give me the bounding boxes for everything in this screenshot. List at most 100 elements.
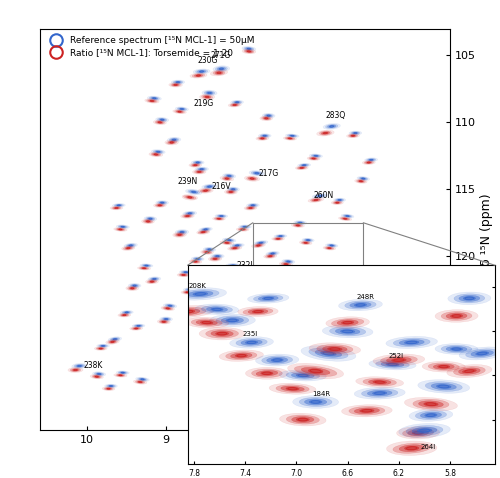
Ellipse shape [179, 273, 188, 276]
Ellipse shape [333, 201, 342, 204]
Ellipse shape [300, 167, 304, 168]
Ellipse shape [336, 328, 360, 335]
Ellipse shape [138, 266, 150, 270]
Ellipse shape [228, 300, 241, 304]
Ellipse shape [190, 163, 200, 167]
Ellipse shape [164, 307, 171, 309]
Ellipse shape [192, 74, 205, 77]
Ellipse shape [216, 66, 228, 71]
Ellipse shape [162, 321, 166, 323]
Ellipse shape [342, 321, 354, 324]
Ellipse shape [136, 325, 142, 326]
Ellipse shape [191, 191, 196, 193]
Ellipse shape [279, 294, 285, 296]
Ellipse shape [140, 379, 144, 380]
Ellipse shape [186, 289, 193, 291]
Ellipse shape [357, 176, 370, 181]
Ellipse shape [268, 256, 272, 257]
Ellipse shape [90, 374, 104, 379]
Ellipse shape [225, 178, 229, 179]
Ellipse shape [175, 229, 189, 235]
Ellipse shape [114, 373, 127, 377]
Ellipse shape [344, 215, 350, 217]
Ellipse shape [250, 178, 254, 179]
Ellipse shape [209, 298, 213, 300]
Ellipse shape [248, 293, 289, 304]
Ellipse shape [386, 357, 411, 363]
Ellipse shape [296, 418, 310, 422]
Ellipse shape [222, 174, 236, 178]
Ellipse shape [228, 264, 238, 267]
Ellipse shape [434, 364, 454, 369]
Ellipse shape [150, 281, 154, 282]
Ellipse shape [148, 218, 152, 219]
Ellipse shape [194, 258, 201, 260]
Ellipse shape [206, 91, 214, 94]
Ellipse shape [224, 177, 230, 180]
Ellipse shape [372, 391, 387, 395]
Ellipse shape [160, 317, 172, 321]
Ellipse shape [252, 310, 264, 313]
Legend: Reference spectrum [¹⁵N MCL-1] = 50μM, Ratio [¹⁵N MCL-1]: Torsemide = 1:20: Reference spectrum [¹⁵N MCL-1] = 50μM, R… [44, 33, 257, 60]
Ellipse shape [254, 303, 268, 308]
Ellipse shape [312, 194, 328, 198]
Ellipse shape [154, 203, 166, 207]
Ellipse shape [183, 211, 197, 216]
Ellipse shape [386, 441, 437, 456]
Ellipse shape [160, 202, 164, 203]
Ellipse shape [212, 296, 216, 297]
Ellipse shape [120, 226, 126, 228]
Ellipse shape [193, 69, 210, 74]
Ellipse shape [228, 187, 238, 191]
Ellipse shape [224, 174, 234, 178]
Ellipse shape [329, 125, 334, 127]
Ellipse shape [198, 315, 205, 317]
Ellipse shape [155, 151, 162, 153]
Ellipse shape [186, 189, 202, 195]
Ellipse shape [328, 347, 342, 351]
Ellipse shape [289, 317, 299, 321]
Ellipse shape [216, 316, 249, 325]
Ellipse shape [270, 301, 283, 305]
Ellipse shape [222, 238, 236, 242]
Ellipse shape [182, 274, 186, 275]
Ellipse shape [366, 162, 371, 163]
Ellipse shape [249, 171, 264, 176]
Ellipse shape [112, 206, 121, 209]
Ellipse shape [110, 341, 114, 343]
Ellipse shape [125, 247, 132, 250]
Ellipse shape [227, 269, 232, 270]
Ellipse shape [200, 315, 204, 317]
Ellipse shape [236, 228, 249, 231]
Ellipse shape [232, 301, 237, 303]
Ellipse shape [408, 430, 428, 436]
Ellipse shape [167, 137, 181, 142]
Ellipse shape [118, 375, 122, 376]
Ellipse shape [278, 290, 291, 294]
Ellipse shape [260, 138, 264, 139]
Ellipse shape [398, 424, 450, 438]
Ellipse shape [158, 205, 162, 206]
Ellipse shape [264, 254, 277, 259]
Ellipse shape [196, 171, 202, 173]
Ellipse shape [368, 159, 374, 161]
Ellipse shape [269, 252, 276, 255]
Ellipse shape [162, 307, 172, 310]
Ellipse shape [235, 298, 240, 300]
Ellipse shape [94, 376, 100, 378]
Ellipse shape [173, 109, 186, 114]
Ellipse shape [393, 443, 430, 453]
Ellipse shape [315, 333, 328, 337]
Ellipse shape [148, 281, 155, 283]
Ellipse shape [120, 226, 125, 228]
Ellipse shape [322, 272, 328, 273]
Ellipse shape [435, 310, 478, 322]
Ellipse shape [226, 263, 241, 268]
Ellipse shape [139, 378, 146, 380]
Ellipse shape [279, 262, 293, 266]
Ellipse shape [234, 325, 248, 330]
Ellipse shape [72, 363, 87, 369]
Text: 264I: 264I [420, 444, 436, 450]
Ellipse shape [327, 244, 336, 247]
Ellipse shape [274, 234, 287, 238]
